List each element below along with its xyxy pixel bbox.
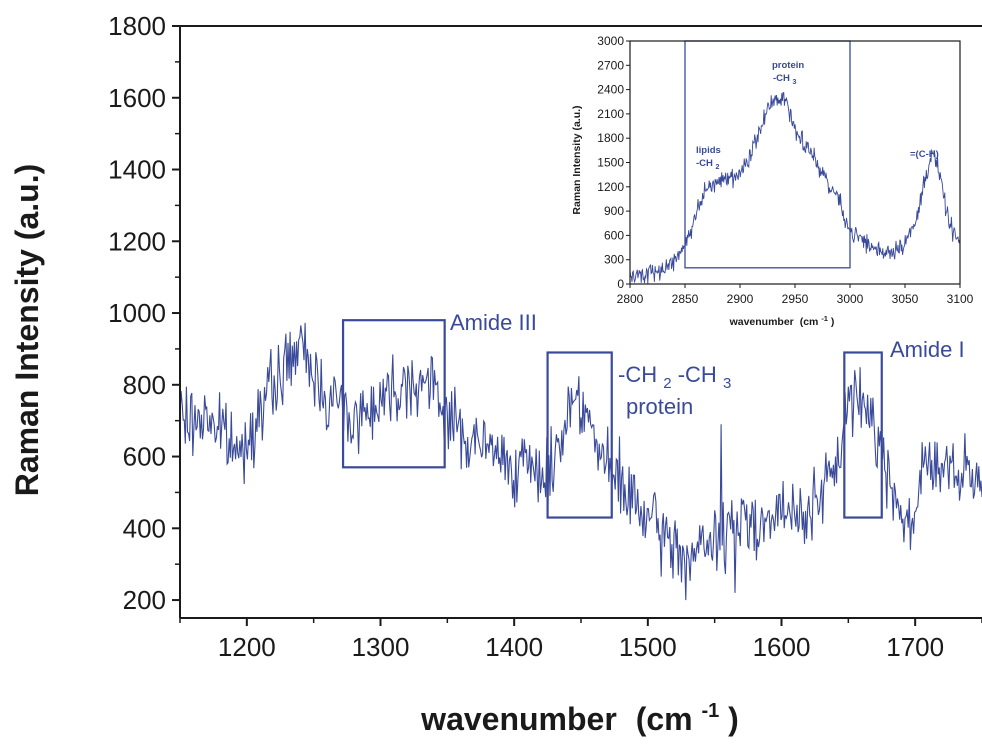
annotation-ch2-ch3-part2: -CH: [678, 362, 717, 387]
inset-annotation-protein-ch: -CH: [773, 73, 790, 84]
inset-x-axis-title-close: ): [831, 316, 835, 328]
inset-annotation-protein-ch3: -CH 3: [773, 73, 797, 86]
main-y-tick-label: 400: [123, 513, 166, 543]
annotation-amide-i: Amide I: [890, 337, 965, 362]
annotation-ch2-ch3: -CH 2 -CH 3: [618, 362, 731, 393]
main-y-tick-label: 1600: [108, 83, 166, 113]
inset-x-axis-title-unit: (cm: [800, 316, 819, 328]
inset-x-tick-label: 3100: [947, 292, 974, 306]
inset-annotation-protein: protein: [772, 60, 804, 71]
inset-annotation-protein-sub: 3: [793, 79, 797, 86]
main-y-tick-label: 200: [123, 585, 166, 615]
main-y-tick-label: 1000: [108, 298, 166, 328]
inset-x-axis-title-word: wavenumber: [729, 316, 794, 328]
main-x-tick-label: 1700: [886, 632, 944, 662]
main-y-tick-label: 1800: [108, 11, 166, 41]
main-y-tick-label: 1200: [108, 226, 166, 256]
main-x-tick-label: 1200: [218, 632, 276, 662]
main-x-axis-title-close: ): [728, 701, 739, 737]
main-y-tick-label: 600: [123, 442, 166, 472]
main-spectrum-layer: [179, 322, 982, 601]
inset-y-tick-label: 2100: [597, 107, 624, 121]
inset-y-tick-label: 300: [604, 253, 624, 267]
inset-annotation-ch-double: =(C-H): [910, 149, 939, 160]
inset-annotation-lipids-ch: -CH: [696, 158, 713, 169]
main-x-tick-label: 1500: [619, 632, 677, 662]
inset-y-tick-label: 2400: [597, 83, 624, 97]
inset-y-tick-label: 2700: [597, 58, 624, 72]
inset-annotation-lipids: lipids: [696, 145, 721, 156]
inset-x-axis-title: wavenumber (cm -1 ): [729, 312, 835, 328]
main-y-tick-label: 1400: [108, 155, 166, 185]
annotation-ch2-ch3-sub2: 3: [723, 375, 731, 392]
main-spectrum-line: [179, 322, 982, 601]
annotation-ch2-ch3-sub1: 2: [663, 375, 671, 392]
inset-y-tick-label: 1200: [597, 180, 624, 194]
inset-x-axis-title-exp: -1: [821, 314, 828, 323]
inset-axes: 0 300 600 900 1200 1500 1800 2100 2400 2700 3000 28…: [597, 34, 973, 306]
main-x-axis-title-word: wavenumber: [420, 701, 617, 737]
annotation-protein: protein: [626, 394, 693, 419]
annotation-ch2-ch3-part1: -CH: [618, 362, 657, 387]
main-x-tick-label: 1400: [485, 632, 543, 662]
inset-x-tick-label: 2800: [617, 292, 644, 306]
main-y-axis-title: Raman Intensity (a.u.): [9, 164, 45, 497]
annotation-box-2: [843, 351, 883, 519]
annotation-box-1: [546, 351, 613, 519]
main-x-tick-label: 1300: [352, 632, 410, 662]
main-annotation-boxes: [341, 319, 883, 519]
main-axes: 200 400 600 800 1000 1200 1400 1600 1800 1200 1300…: [108, 11, 982, 662]
inset-x-tick-label: 3000: [837, 292, 864, 306]
inset-x-tick-label: 3050: [892, 292, 919, 306]
inset-y-tick-label: 0: [617, 277, 624, 291]
main-x-axis-title: wavenumber (cm -1 ): [420, 688, 739, 737]
inset-y-tick-label: 3000: [597, 34, 624, 48]
main-x-axis-title-unit: (cm: [636, 701, 693, 737]
inset-x-tick-label: 2850: [672, 292, 699, 306]
inset-x-tick-label: 2950: [782, 292, 809, 306]
main-y-tick-label: 800: [123, 370, 166, 400]
main-x-axis-title-exp: -1: [701, 700, 719, 722]
inset-y-tick-label: 1800: [597, 131, 624, 145]
inset-y-tick-label: 900: [604, 204, 624, 218]
annotation-amide-iii: Amide III: [450, 310, 537, 335]
inset-y-tick-label: 600: [604, 228, 624, 242]
inset-y-tick-label: 1500: [597, 156, 624, 170]
main-x-tick-label: 1600: [753, 632, 811, 662]
inset-y-axis-title: Raman Intensity (a.u.): [571, 105, 583, 214]
inset-x-tick-label: 2900: [727, 292, 754, 306]
annotation-box-0: [341, 319, 446, 469]
inset-annotation-lipids-sub: 2: [716, 164, 720, 171]
inset-annotation-lipids-ch2: -CH 2: [696, 158, 720, 171]
